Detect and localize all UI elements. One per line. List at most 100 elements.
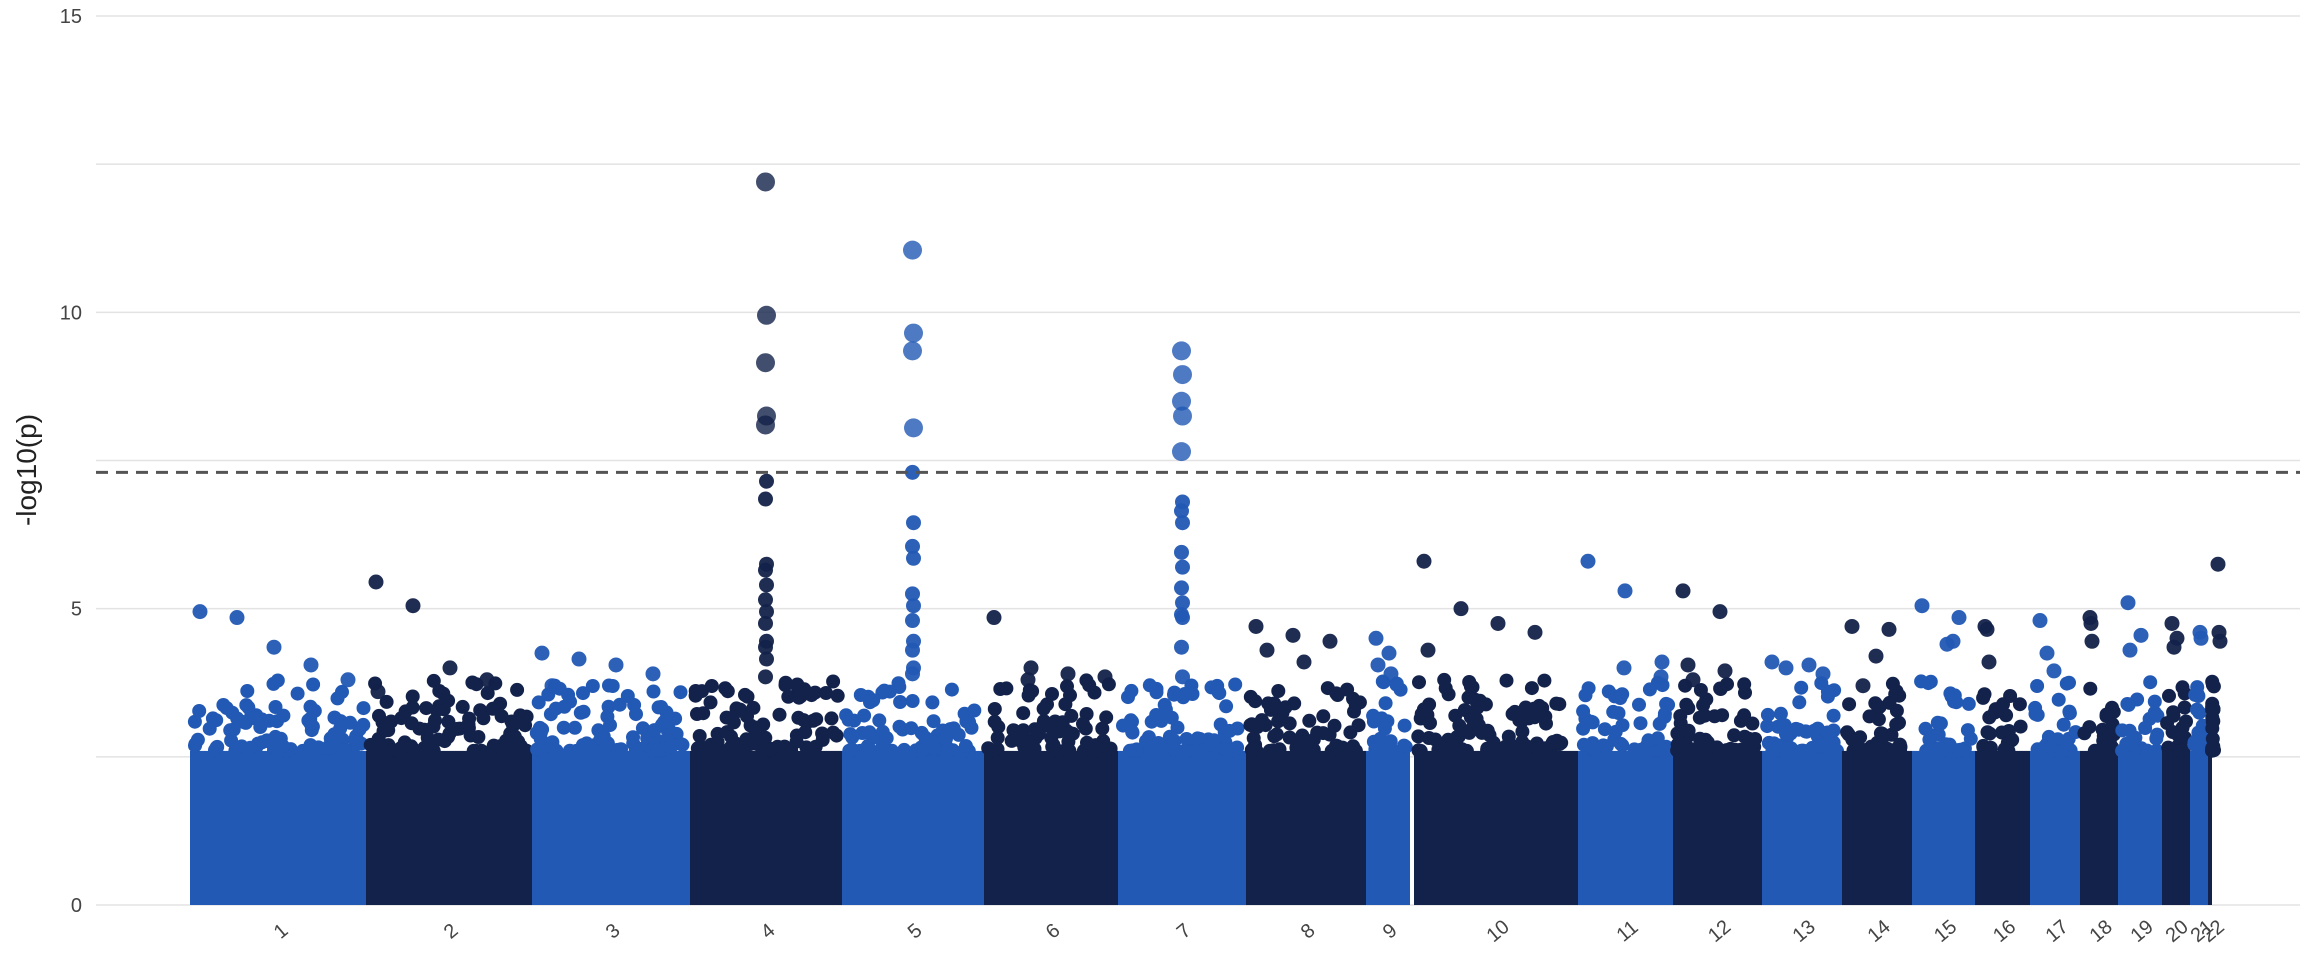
snp-point [1397, 738, 1412, 753]
snp-point [1741, 731, 1756, 746]
snp-point [1327, 718, 1342, 733]
snp-point [1368, 742, 1383, 757]
snp-point [465, 675, 480, 690]
y-axis-title: -log10(p) [11, 414, 42, 526]
snp-point [1330, 739, 1345, 753]
snp-point [872, 713, 887, 728]
snp-point [2205, 696, 2220, 711]
snp-point [1780, 741, 1795, 756]
snp-point [1446, 740, 1461, 755]
snp-point [2083, 681, 2098, 696]
snp-point [1441, 687, 1456, 702]
snp-point [1412, 675, 1426, 690]
snp-point [2143, 675, 2158, 690]
snp-point [2190, 702, 2204, 717]
snp-point [1302, 713, 1317, 728]
snp-top-hit [1979, 621, 1995, 637]
snp-point [1087, 685, 1102, 700]
snp-point [2138, 721, 2153, 735]
x-tick-label-chr5: 5 [904, 919, 927, 943]
snp-top-hit [1174, 544, 1189, 560]
snp-point [654, 700, 669, 714]
snp-point [987, 702, 1002, 716]
snp-top-hit [2084, 633, 2100, 649]
snp-point [1521, 711, 1536, 726]
snp-top-hit [1815, 666, 1831, 682]
snp-point [548, 701, 563, 716]
snp-point [993, 682, 1008, 696]
snp-point [1218, 742, 1233, 757]
snp-point [1129, 743, 1144, 758]
snp-top-hit [571, 651, 587, 667]
snp-top-hit [903, 341, 922, 361]
snp-top-hit [1580, 553, 1596, 569]
snp-top-hit [1616, 660, 1632, 676]
snp-top-hit [405, 598, 421, 614]
snp-point [710, 734, 725, 749]
snp-top-hit [1060, 666, 1076, 682]
snp-top-hit [1172, 442, 1191, 462]
snp-point [756, 717, 771, 732]
snp-point [1064, 708, 1079, 723]
snp-top-hit [1527, 624, 1543, 640]
snp-point [1100, 741, 1115, 756]
snp-point [209, 713, 224, 728]
snp-cluster-chr7 [1118, 750, 1246, 905]
snp-top-hit [2210, 556, 2226, 572]
snp-point [1499, 673, 1514, 688]
snp-point [1228, 677, 1243, 692]
snp-point [428, 713, 442, 728]
snp-top-hit [759, 473, 774, 489]
snp-point [1348, 743, 1363, 758]
snp-point [841, 712, 856, 727]
x-tick-label-chr3: 3 [602, 919, 625, 943]
snp-top-hit [905, 586, 920, 602]
snp-point [1672, 736, 1687, 751]
y-tick-label: 10 [60, 302, 82, 324]
snp-point [1099, 710, 1114, 725]
snp-point [940, 743, 955, 758]
snp-point [1794, 680, 1809, 695]
snp-point [518, 718, 533, 733]
snp-point [270, 743, 285, 758]
snp-point [1316, 709, 1331, 724]
snp-point [2174, 743, 2189, 758]
snp-point [1045, 687, 1059, 701]
x-tick-label-chr17: 17 [2042, 916, 2073, 947]
snp-cluster-chr22 [2208, 750, 2212, 905]
snp-top-hit [2032, 613, 2048, 629]
snp-point [1737, 677, 1752, 692]
snp-top-hit [1490, 615, 1506, 631]
snp-point [2013, 719, 2028, 734]
snp-top-hit [1174, 639, 1189, 655]
snp-point [1760, 707, 1775, 722]
snp-point [2030, 679, 2045, 693]
snp-top-hit [1175, 559, 1190, 575]
snp-point [2177, 700, 2192, 715]
snp-top-hit [758, 669, 773, 685]
snp-point [629, 707, 643, 722]
snp-point [2062, 706, 2077, 721]
snp-point [1142, 678, 1157, 693]
snp-point [1546, 735, 1561, 749]
snp-point [507, 729, 522, 744]
snp-point [407, 743, 422, 758]
snp-point [306, 677, 321, 692]
snp-point [1452, 718, 1467, 733]
snp-cluster-chr11 [1578, 750, 1673, 905]
snp-point [1078, 721, 1093, 736]
snp-top-hit [2133, 627, 2149, 643]
snp-top-hit [1020, 672, 1036, 688]
snp-point [243, 740, 258, 755]
snp-point [1211, 685, 1226, 700]
snp-point [1246, 743, 1261, 757]
snp-point [905, 694, 920, 708]
snp-point [808, 739, 823, 754]
snp-top-hit [1717, 663, 1733, 679]
snp-top-hit [1259, 642, 1275, 658]
snp-point [664, 739, 679, 754]
snp-top-hit [544, 678, 560, 694]
snp-top-hit [1420, 642, 1436, 658]
snp-cluster-chr12 [1673, 750, 1762, 905]
